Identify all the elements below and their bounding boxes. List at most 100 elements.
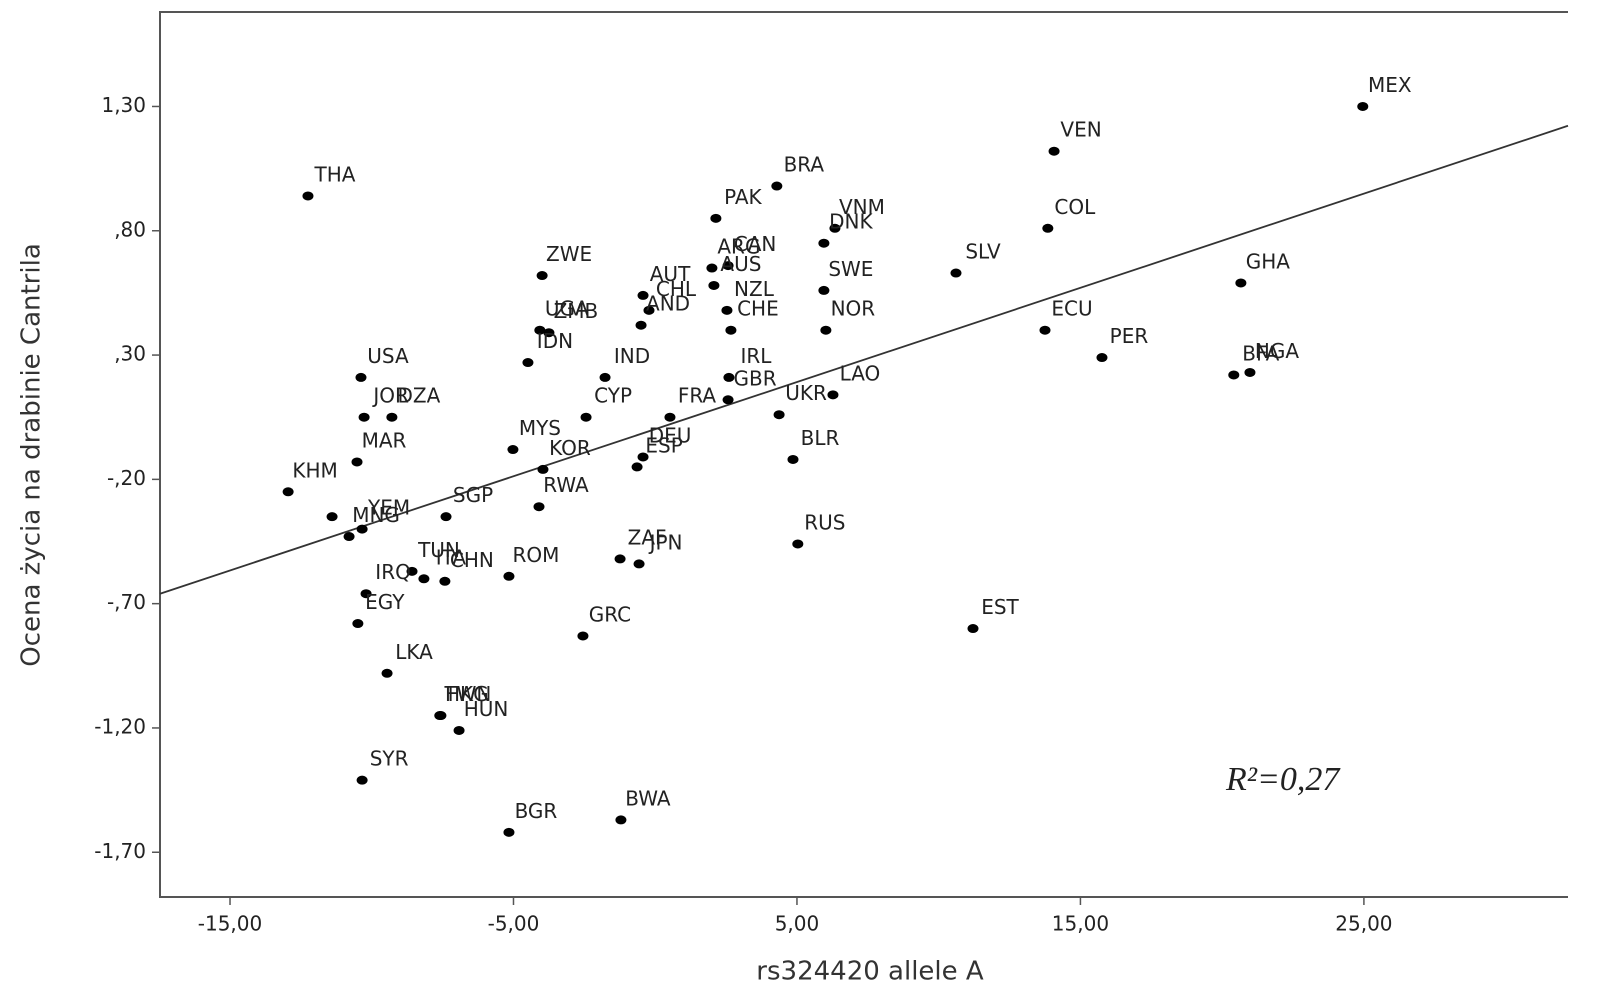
point <box>577 631 589 641</box>
point <box>664 412 676 422</box>
point <box>536 271 548 281</box>
point <box>637 290 649 300</box>
point <box>710 213 722 223</box>
point <box>440 512 452 522</box>
point <box>351 457 363 467</box>
point <box>818 285 830 295</box>
point <box>725 325 737 335</box>
point <box>1048 146 1060 156</box>
point <box>543 328 555 338</box>
point <box>522 358 534 368</box>
point <box>967 624 979 634</box>
point-label: BRA <box>784 153 825 177</box>
point <box>381 668 393 678</box>
point-label: ZAF <box>628 525 667 549</box>
point-label: COL <box>1054 195 1096 219</box>
point-label: ECU <box>1051 297 1092 321</box>
y-tick-label: -1,20 <box>94 714 146 738</box>
y-tick-label: -,70 <box>107 590 146 614</box>
point-label: UKR <box>785 381 827 405</box>
point-label: BFA <box>1242 341 1279 365</box>
point-label: IRL <box>740 344 772 368</box>
point <box>537 464 549 474</box>
point <box>708 280 720 290</box>
point-label: CYP <box>594 384 632 408</box>
point <box>614 554 626 564</box>
point <box>706 263 718 273</box>
point <box>771 181 783 191</box>
point <box>406 566 418 576</box>
point <box>360 589 372 599</box>
point-label: SGP <box>453 483 493 507</box>
point <box>723 372 735 382</box>
point <box>637 452 649 462</box>
point <box>418 574 430 584</box>
x-tick-label: -5,00 <box>488 912 540 936</box>
point <box>722 395 734 405</box>
point-label: EGY <box>365 590 405 614</box>
point <box>358 412 370 422</box>
point-label: GBR <box>734 366 777 390</box>
point-label: RUS <box>804 510 845 534</box>
point-label: NGA <box>1255 339 1299 363</box>
point <box>386 412 398 422</box>
point <box>643 305 655 315</box>
point <box>1042 223 1054 233</box>
point <box>356 524 368 534</box>
point-label: SLV <box>965 240 1001 264</box>
point <box>356 775 368 785</box>
point-label: DZA <box>397 384 440 408</box>
point-label: MEX <box>1368 73 1412 97</box>
y-tick-label: ,30 <box>114 342 146 366</box>
point-label: JPN <box>648 530 683 554</box>
x-tick-label: 15,00 <box>1052 912 1109 936</box>
y-tick-label: -1,70 <box>94 839 146 863</box>
point <box>1228 370 1240 380</box>
point-label: ROM <box>512 543 559 567</box>
point-label: HUN <box>464 697 509 721</box>
point-label: HKG <box>445 682 489 706</box>
point-label: ESP <box>645 433 682 457</box>
point <box>343 532 355 542</box>
x-axis-title: rs324420 allele A <box>756 957 984 987</box>
point <box>302 191 314 201</box>
point-label: CHE <box>737 297 779 321</box>
point-label: UGA <box>545 297 589 321</box>
point <box>580 412 592 422</box>
point-label: MAR <box>362 428 407 452</box>
point-label: PER <box>1110 324 1149 348</box>
y-tick-label: 1,30 <box>101 93 146 117</box>
point-label: ZWE <box>546 242 592 266</box>
point <box>820 325 832 335</box>
point-label: AND <box>646 292 690 316</box>
point-label: VEN <box>1060 118 1101 142</box>
point-label: AUS <box>720 252 761 276</box>
point-label: BGR <box>515 799 558 823</box>
point <box>355 372 367 382</box>
y-axis-title: Ocena życia na drabinie Cantrila <box>17 243 47 667</box>
point <box>827 390 839 400</box>
point-label: DNK <box>829 210 873 234</box>
point-label: GHA <box>1246 249 1291 273</box>
point <box>615 815 627 825</box>
point-label: PAK <box>724 185 762 209</box>
point <box>503 827 515 837</box>
point-label: ARG <box>717 235 760 259</box>
point-label: MNG <box>352 503 400 527</box>
point-label: BLR <box>801 426 840 450</box>
point <box>722 261 734 271</box>
x-tick-label: 25,00 <box>1335 912 1392 936</box>
point-label: ITA <box>436 545 467 569</box>
point <box>282 487 294 497</box>
point <box>635 320 647 330</box>
point-label: CAN <box>734 232 777 256</box>
point-label: IND <box>614 344 650 368</box>
point <box>503 571 515 581</box>
point-label: IRQ <box>375 560 411 584</box>
point <box>599 372 611 382</box>
point <box>829 223 841 233</box>
point <box>507 445 519 455</box>
point-label: CHL <box>656 277 697 301</box>
point <box>631 462 643 472</box>
